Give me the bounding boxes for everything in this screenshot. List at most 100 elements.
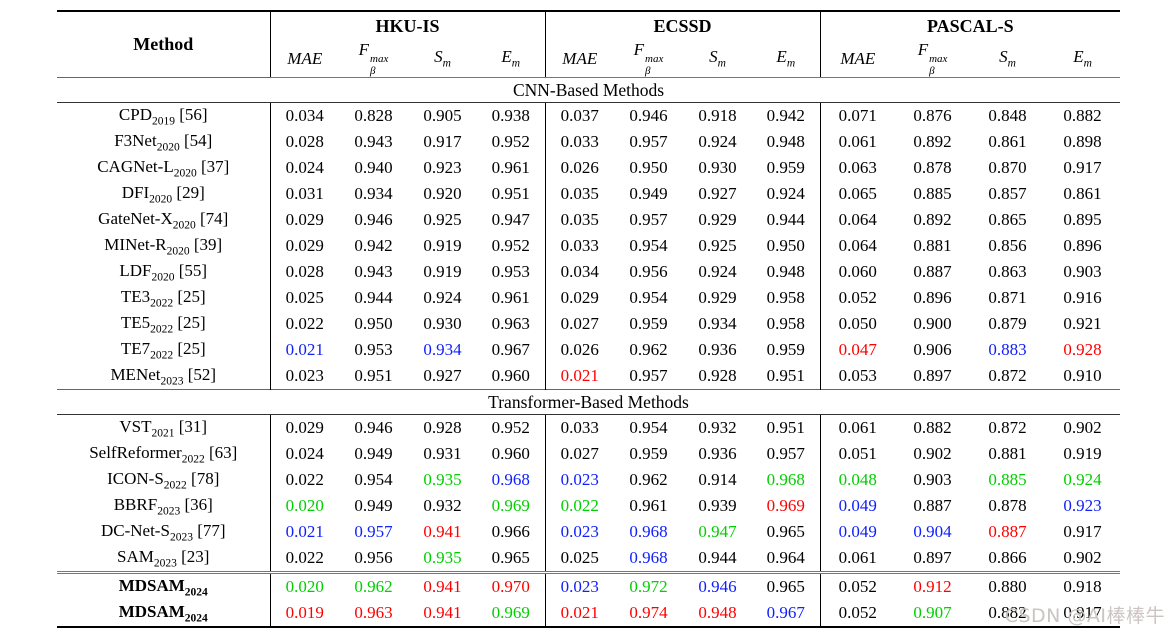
value-cell: 0.872	[988, 418, 1027, 438]
value-cell: 0.863	[988, 262, 1027, 282]
value-cell: 0.917	[1063, 522, 1102, 542]
value-cell: 0.931	[423, 444, 462, 464]
value-cell: 0.943	[354, 262, 393, 282]
value-cell: 0.064	[819, 233, 896, 260]
value-cell: 0.023	[544, 519, 615, 546]
value-cell: 0.896	[1063, 236, 1102, 256]
value-cell: 0.898	[1063, 132, 1102, 152]
value-cell: 0.022	[544, 493, 615, 520]
value-cell: 0.060	[819, 259, 896, 286]
table-row: BBRF2023 [36] 0.020 0.949 0.932 0.969 0.022 0.…	[57, 493, 1120, 520]
value-cell: 0.927	[423, 366, 462, 386]
table-row: SAM2023 [23] 0.022 0.956 0.935 0.965 0.025 0.9…	[57, 545, 1120, 573]
metric-supsub: max β	[645, 53, 664, 77]
value-cell: 0.924	[423, 288, 462, 308]
value-cell: 0.037	[544, 102, 615, 130]
value-cell: 0.944	[698, 548, 737, 568]
method-year: 2022	[150, 349, 174, 362]
method-name: F3Net	[114, 130, 157, 150]
value-cell: 0.033	[544, 233, 615, 260]
metric-header: Em	[752, 40, 821, 79]
value-cell: 0.897	[913, 548, 952, 568]
value-cell: 0.026	[544, 155, 615, 182]
method-name: ICON-S	[107, 468, 164, 488]
value-cell: 0.965	[752, 571, 821, 601]
method-year: 2020	[173, 167, 197, 180]
table-row: TE72022 [25] 0.021 0.953 0.934 0.967 0.026 0.9…	[57, 337, 1120, 364]
value-cell: 0.866	[988, 548, 1027, 568]
method-name: CPD	[118, 104, 152, 124]
value-cell: 0.929	[698, 288, 737, 308]
value-cell: 0.951	[766, 418, 805, 438]
value-cell: 0.930	[698, 158, 737, 178]
value-cell: 0.919	[423, 262, 462, 282]
method-name: GateNet-X	[98, 208, 173, 228]
value-cell: 0.896	[913, 288, 952, 308]
value-cell: 0.912	[895, 571, 971, 601]
table-row: TE32022 [25] 0.025 0.944 0.924 0.961 0.029 0.9…	[57, 285, 1120, 312]
value-cell: 0.919	[423, 236, 462, 256]
value-cell: 0.935	[423, 548, 462, 568]
value-cell: 0.885	[988, 470, 1027, 490]
dataset-header: ECSSD	[544, 10, 821, 40]
value-cell: 0.917	[1063, 158, 1102, 178]
method-year: 2019	[152, 115, 175, 128]
method-cell: BBRF2023 [36]	[113, 494, 213, 518]
value-cell: 0.049	[819, 493, 896, 520]
value-cell: 0.033	[544, 129, 615, 156]
table-row: SelfReformer2022 [63] 0.024 0.949 0.931 0.96…	[57, 441, 1120, 468]
value-cell: 0.019	[269, 600, 339, 629]
value-cell: 0.034	[544, 259, 615, 286]
method-cell: DFI2020 [29]	[121, 182, 205, 206]
value-cell: 0.954	[629, 236, 668, 256]
method-year: 2020	[149, 193, 173, 206]
metric-header: Em	[1045, 40, 1121, 79]
table-row: F3Net2020 [54] 0.028 0.943 0.917 0.952 0.033 0…	[57, 129, 1120, 156]
value-cell: 0.902	[913, 444, 952, 464]
value-cell: 0.885	[913, 184, 952, 204]
value-cell: 0.941	[408, 600, 477, 629]
method-cell: TE72022 [25]	[120, 338, 206, 362]
value-cell: 0.917	[423, 132, 462, 152]
table-row: MDSAM2024 0.020 0.962 0.941 0.970 0.023 0.972 0…	[57, 571, 1121, 601]
method-cell: TE52022 [25]	[120, 312, 206, 336]
method-cell: LDF2020 [55]	[119, 260, 208, 284]
value-cell: 0.061	[819, 545, 896, 573]
value-cell: 0.021	[269, 519, 339, 546]
method-cell: MDSAM2024	[57, 600, 270, 629]
value-cell: 0.052	[819, 571, 896, 601]
value-cell: 0.968	[766, 470, 805, 490]
metric-header: Em	[477, 40, 546, 79]
method-cell: F3Net2020 [54]	[114, 130, 213, 154]
value-cell: 0.906	[913, 340, 952, 360]
value-cell: 0.022	[269, 545, 339, 573]
value-cell: 0.919	[1063, 444, 1102, 464]
value-cell: 0.957	[629, 132, 668, 152]
value-cell: 0.924	[698, 262, 737, 282]
value-cell: 0.969	[491, 496, 530, 516]
value-cell: 0.882	[1063, 106, 1102, 126]
value-cell: 0.902	[1063, 548, 1102, 568]
table-row: MENet2023 [52] 0.023 0.951 0.927 0.960 0.021 0…	[57, 363, 1120, 390]
value-cell: 0.950	[354, 314, 393, 334]
value-cell: 0.970	[477, 571, 546, 601]
value-cell: 0.028	[269, 129, 339, 156]
value-cell: 0.029	[544, 285, 615, 312]
method-year: 2023	[153, 557, 177, 570]
value-cell: 0.876	[913, 106, 952, 126]
value-cell: 0.903	[1063, 262, 1102, 282]
method-cell: GateNet-X2020 [74]	[98, 208, 229, 232]
value-cell: 0.964	[766, 548, 805, 568]
value-cell: 0.962	[629, 470, 668, 490]
value-cell: 0.953	[354, 340, 393, 360]
value-cell: 0.960	[491, 444, 530, 464]
value-cell: 0.051	[819, 441, 896, 468]
method-cell: ICON-S2022 [78]	[107, 468, 220, 492]
value-cell: 0.936	[698, 444, 737, 464]
value-cell: 0.881	[988, 444, 1027, 464]
method-year: 2020	[151, 271, 175, 284]
method-year: 2021	[151, 427, 175, 440]
method-year: 2022	[150, 323, 174, 336]
